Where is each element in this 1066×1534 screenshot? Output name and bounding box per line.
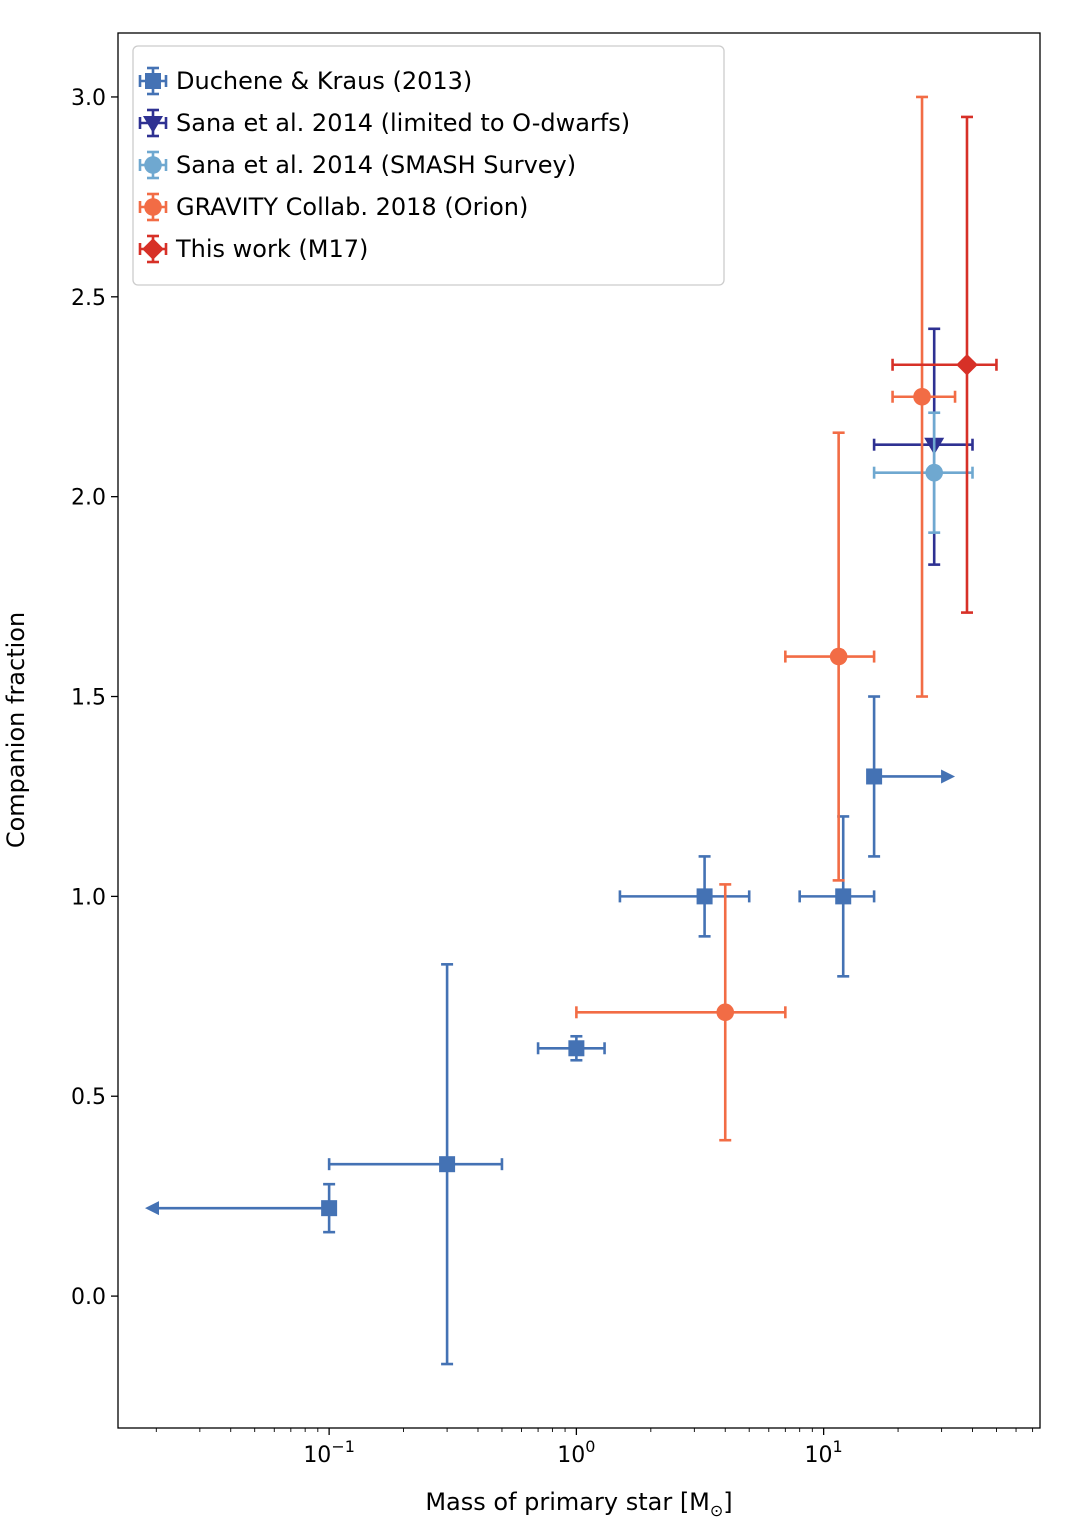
data-layer — [144, 95, 998, 1366]
data-marker — [321, 1200, 338, 1217]
data-marker — [716, 1003, 735, 1022]
data-point — [536, 1034, 606, 1062]
legend-label: This work (M17) — [175, 235, 368, 263]
limit-arrow-head — [941, 769, 956, 784]
data-point — [618, 855, 751, 938]
data-marker — [956, 353, 978, 376]
legend-entry-4: This work (M17) — [138, 234, 368, 264]
x-tick-label-base: 10 — [557, 1443, 585, 1468]
data-marker — [696, 888, 713, 905]
y-axis-label: Companion fraction — [2, 612, 30, 848]
x-axis-label-main: Mass of primary star [M — [425, 1488, 710, 1516]
x-tick-label: 10−1 — [303, 1437, 355, 1468]
legend-marker — [142, 238, 164, 260]
y-tick-label: 0.5 — [71, 1085, 106, 1110]
x-axis-label: Mass of primary star [M⊙] — [425, 1488, 732, 1520]
legend-entries: Duchene & Kraus (2013) Sana et al. 2014 (… — [138, 66, 630, 264]
data-marker — [439, 1156, 456, 1173]
y-tick-label: 1.0 — [71, 885, 106, 910]
legend-entry-0: Duchene & Kraus (2013) — [138, 66, 472, 96]
legend-marker — [144, 198, 162, 216]
y-tick-label: 3.0 — [71, 86, 106, 111]
legend-marker — [144, 156, 162, 174]
data-marker — [568, 1040, 585, 1057]
data-marker — [925, 463, 943, 482]
y-tick-label: 1.5 — [71, 686, 106, 711]
legend-box — [132, 45, 725, 286]
legend-entry-2: Sana et al. 2014 (SMASH Survey) — [138, 150, 576, 180]
series-4 — [891, 115, 998, 614]
series-3 — [575, 95, 957, 1142]
legend-marker — [143, 116, 163, 133]
legend-marker — [145, 73, 161, 89]
x-axis-label-sub: ⊙ — [710, 1501, 723, 1520]
limit-arrow-head — [144, 1201, 159, 1216]
data-point — [784, 431, 876, 882]
x-axis-label-close: ] — [723, 1488, 732, 1516]
legend-entry-3: GRAVITY Collab. 2018 (Orion) — [138, 192, 528, 222]
x-tick-label-exponent: −1 — [331, 1437, 355, 1456]
data-marker — [835, 888, 852, 905]
data-marker — [866, 768, 883, 785]
y-tick-label: 2.0 — [71, 486, 106, 511]
x-tick-label-base: 10 — [303, 1443, 331, 1468]
axes-layer: 0.00.51.01.52.02.53.010−1 100 101 — [71, 86, 1034, 1468]
series-0 — [144, 695, 956, 1366]
legend-label: GRAVITY Collab. 2018 (Orion) — [176, 193, 528, 221]
x-tick-label-base: 10 — [805, 1443, 833, 1468]
x-tick-label: 101 — [805, 1437, 843, 1468]
data-point — [891, 115, 998, 614]
y-tick-label: 2.5 — [71, 286, 106, 311]
data-point — [575, 883, 787, 1142]
x-tick-label-exponent: 1 — [833, 1437, 843, 1456]
data-point — [144, 1182, 338, 1234]
legend: Duchene & Kraus (2013) Sana et al. 2014 (… — [132, 45, 725, 286]
legend-label: Duchene & Kraus (2013) — [176, 67, 472, 95]
data-point — [866, 695, 956, 858]
legend-label: Sana et al. 2014 (SMASH Survey) — [176, 151, 576, 179]
data-marker — [829, 647, 848, 666]
x-tick-label: 100 — [557, 1437, 595, 1468]
legend-entry-1: Sana et al. 2014 (limited to O-dwarfs) — [138, 108, 630, 138]
data-point — [327, 963, 504, 1366]
data-marker — [913, 387, 931, 406]
x-tick-label-exponent: 0 — [585, 1437, 595, 1456]
legend-label: Sana et al. 2014 (limited to O-dwarfs) — [176, 109, 630, 137]
y-tick-label: 0.0 — [71, 1285, 106, 1310]
data-point — [891, 95, 957, 698]
data-point — [798, 815, 876, 978]
